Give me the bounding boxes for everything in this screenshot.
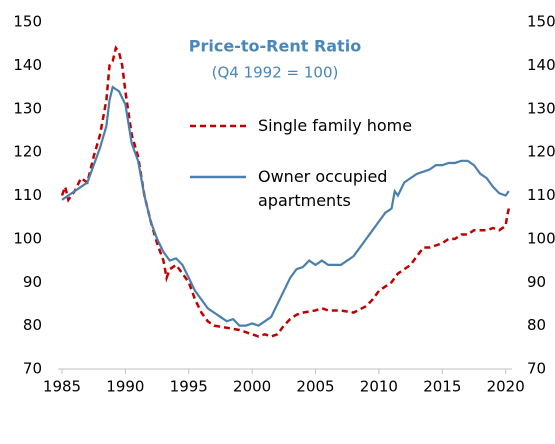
x-tick-label: 1985 xyxy=(43,378,81,396)
y-tick-label: 80 xyxy=(23,316,42,334)
chart-subtitle: (Q4 1992 = 100) xyxy=(212,64,339,82)
y-tick-label: 140 xyxy=(13,56,42,74)
y-tick-label: 120 xyxy=(13,143,42,161)
y2-tick-label: 110 xyxy=(527,186,555,204)
y2-tick-label: 130 xyxy=(527,99,555,117)
y-tick-label: 70 xyxy=(23,360,42,378)
y2-tick-label: 100 xyxy=(527,229,555,247)
y2-tick-label: 140 xyxy=(527,56,555,74)
x-tick-label: 1995 xyxy=(170,378,208,396)
y2-tick-label: 70 xyxy=(527,360,546,378)
x-tick-label: 1990 xyxy=(106,378,144,396)
y2-tick-label: 90 xyxy=(527,273,546,291)
y-tick-label: 150 xyxy=(13,13,42,31)
y-tick-label: 130 xyxy=(13,99,42,117)
legend-label: Single family home xyxy=(258,116,413,135)
y-tick-label: 100 xyxy=(13,229,42,247)
x-tick-label: 2010 xyxy=(360,378,398,396)
legend-label: Owner occupied apartments xyxy=(258,167,388,210)
series-line xyxy=(60,45,511,338)
x-tick-label: 2005 xyxy=(296,378,334,396)
y-tick-label: 110 xyxy=(13,186,42,204)
y-tick-label: 90 xyxy=(23,273,42,291)
y2-tick-label: 120 xyxy=(527,143,555,161)
y2-tick-label: 150 xyxy=(527,13,555,31)
series-line xyxy=(61,85,510,327)
chart-title: Price-to-Rent Ratio xyxy=(189,37,361,56)
x-tick-label: 2000 xyxy=(233,378,271,396)
y2-tick-label: 80 xyxy=(527,316,546,334)
x-tick-label: 2015 xyxy=(423,378,461,396)
x-tick-label: 2020 xyxy=(487,378,525,396)
